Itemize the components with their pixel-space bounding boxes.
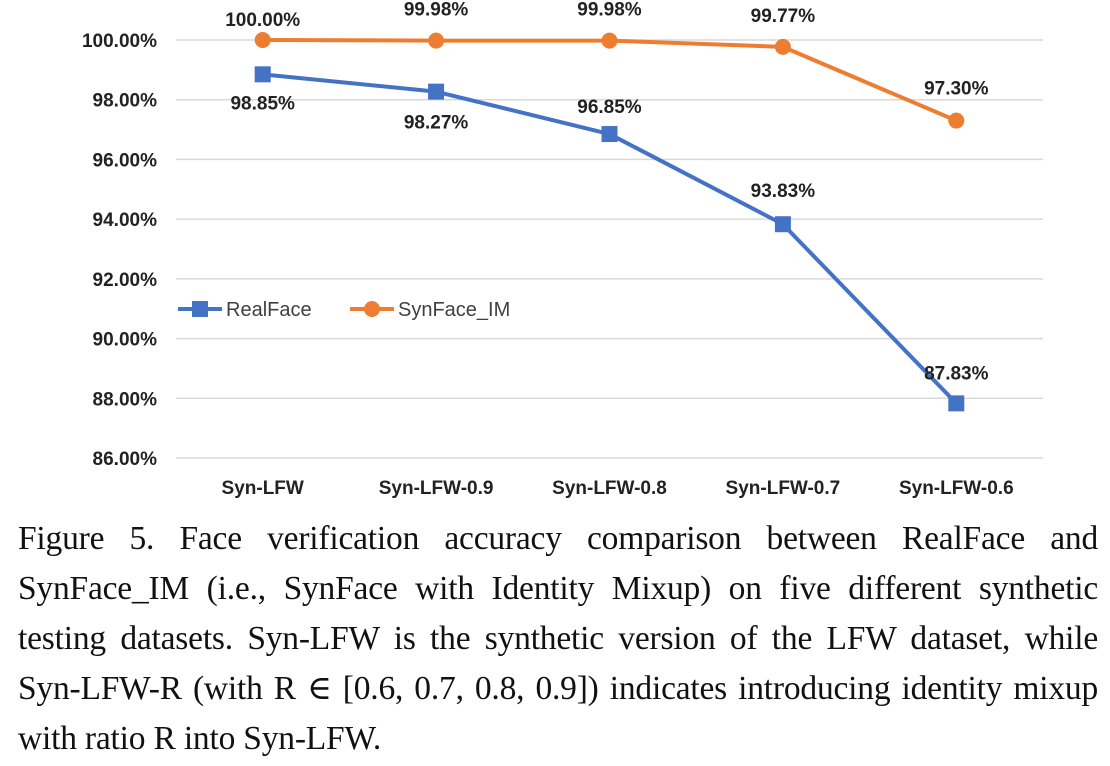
y-tick-label: 86.00% [93, 449, 158, 470]
legend-swatch-marker [192, 301, 208, 317]
data-point-synface-im [774, 38, 791, 55]
figure-caption: Figure 5. Face verification accuracy com… [18, 514, 1098, 764]
data-point-synface-im [428, 32, 445, 49]
data-label: 87.83% [924, 363, 989, 384]
y-tick-label: 94.00% [93, 210, 158, 231]
legend-label: RealFace [226, 299, 312, 321]
x-tick-label: Syn-LFW-0.6 [899, 478, 1014, 499]
legend-swatch-marker [364, 301, 380, 317]
data-label: 100.00% [225, 10, 300, 31]
legend-label: SynFace_IM [398, 299, 510, 321]
data-labels: 98.85% 98.27% 96.85% 93.83% 87.83% 100.00% 99.… [225, 0, 988, 384]
x-axis-ticks: Syn-LFW Syn-LFW-0.9 Syn-LFW-0.8 Syn-LFW-0.7… [222, 478, 1014, 499]
data-point-realface [948, 395, 965, 412]
y-tick-label: 92.00% [93, 270, 158, 291]
x-tick-label: Syn-LFW-0.9 [379, 478, 494, 499]
y-tick-label: 88.00% [93, 389, 158, 410]
data-point-realface [254, 66, 271, 83]
caption-text: Figure 5. Face verification accuracy com… [18, 520, 1098, 757]
data-label: 96.85% [577, 97, 642, 118]
line-chart: 100.00% 98.00% 96.00% 94.00% 92.00% 90.00% 88.… [82, 0, 1043, 499]
data-label: 99.98% [577, 0, 642, 21]
y-tick-label: 90.00% [93, 330, 158, 351]
data-label: 93.83% [751, 181, 816, 202]
x-tick-label: Syn-LFW-0.7 [726, 478, 841, 499]
data-label: 98.27% [404, 113, 469, 134]
data-label: 99.98% [404, 0, 469, 21]
data-point-synface-im [601, 32, 618, 49]
data-label: 98.85% [230, 93, 295, 114]
x-tick-label: Syn-LFW [222, 478, 304, 499]
y-tick-label: 98.00% [93, 91, 158, 112]
data-point-synface-im [254, 32, 271, 48]
data-point-realface [428, 83, 445, 100]
y-axis-ticks: 100.00% 98.00% 96.00% 94.00% 92.00% 90.00% 88.… [82, 31, 157, 470]
data-label: 99.77% [751, 6, 816, 27]
gridlines [176, 39, 1043, 459]
series-lines [254, 32, 965, 412]
data-point-synface-im [948, 112, 965, 129]
legend: RealFace SynFace_IM [178, 299, 510, 321]
data-point-realface [774, 216, 791, 233]
data-label: 97.30% [924, 79, 989, 100]
series-line-realface [262, 72, 958, 405]
y-tick-label: 96.00% [93, 150, 158, 171]
x-tick-label: Syn-LFW-0.8 [552, 478, 667, 499]
data-point-realface [601, 126, 618, 143]
y-tick-label: 100.00% [82, 31, 157, 52]
